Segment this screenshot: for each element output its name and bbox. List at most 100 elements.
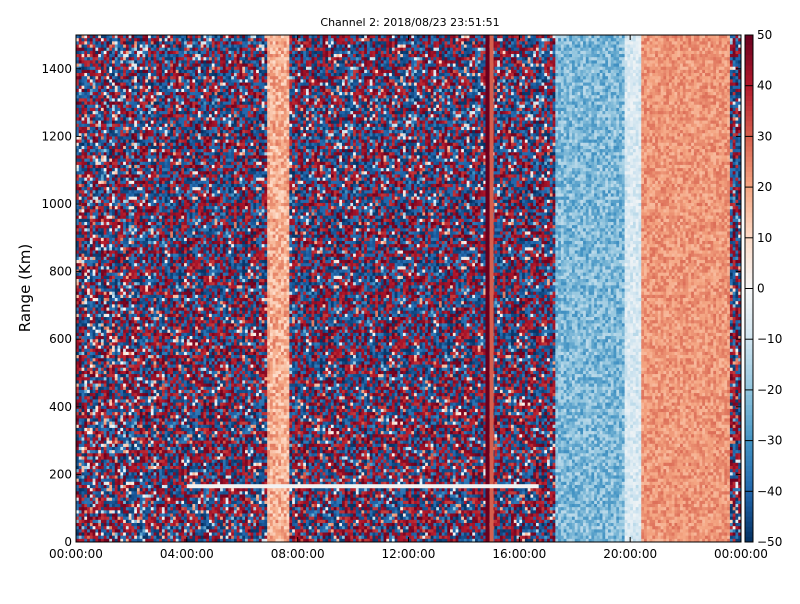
heatmap-cell	[139, 450, 143, 454]
heatmap-cell	[87, 234, 91, 239]
heatmap-cell	[123, 469, 127, 473]
heatmap-cell	[139, 79, 143, 83]
heatmap-cell	[148, 101, 152, 106]
heatmap-cell	[95, 66, 99, 71]
heatmap-cell	[136, 240, 141, 245]
heatmap-cell	[84, 35, 88, 39]
heatmap-cell	[117, 332, 121, 337]
heatmap-cell	[136, 253, 141, 258]
heatmap-cell	[145, 231, 149, 236]
heatmap-cell	[136, 412, 141, 416]
heatmap-cell	[123, 478, 127, 483]
heatmap-cell	[106, 497, 110, 502]
heatmap-cell	[87, 206, 91, 210]
heatmap-cell	[120, 475, 124, 480]
heatmap-cell	[81, 421, 85, 426]
heatmap-cell	[148, 367, 152, 372]
heatmap-cell	[81, 168, 85, 172]
heatmap-cell	[159, 497, 163, 502]
heatmap-cell	[142, 418, 146, 422]
heatmap-cell	[136, 320, 141, 324]
heatmap-cell	[153, 370, 157, 375]
heatmap-cell	[148, 44, 152, 49]
heatmap-cell	[89, 247, 94, 251]
heatmap-cell	[139, 380, 143, 384]
heatmap-cell	[95, 107, 99, 112]
heatmap-cell	[98, 402, 102, 407]
heatmap-cell	[150, 202, 154, 207]
heatmap-cell	[87, 266, 91, 270]
heatmap-cell	[136, 326, 141, 331]
heatmap-cell	[87, 288, 91, 293]
heatmap-cell	[114, 494, 118, 499]
heatmap-cell	[136, 380, 141, 384]
heatmap-cell	[148, 158, 152, 163]
heatmap-cell	[109, 38, 113, 42]
heatmap-cell	[117, 298, 121, 302]
heatmap-cell	[84, 370, 88, 375]
heatmap-cell	[95, 171, 99, 175]
heatmap-cell	[120, 231, 124, 236]
heatmap-cell	[156, 389, 160, 394]
heatmap-cell	[84, 535, 88, 540]
heatmap-cell	[114, 231, 118, 236]
heatmap-cell	[125, 336, 130, 340]
heatmap-cell	[150, 522, 154, 527]
heatmap-cell	[134, 215, 138, 220]
heatmap-cell	[148, 446, 152, 451]
heatmap-cell	[150, 402, 154, 407]
heatmap-cell	[109, 69, 113, 74]
heatmap-cell	[131, 240, 135, 245]
heatmap-cell	[92, 256, 96, 261]
heatmap-cell	[159, 152, 163, 156]
heatmap-cell	[98, 484, 102, 489]
heatmap-cell	[120, 516, 124, 521]
heatmap-cell	[100, 225, 105, 229]
heatmap-cell	[89, 532, 94, 537]
heatmap-cell	[114, 526, 118, 530]
heatmap-cell	[153, 152, 157, 156]
heatmap-cell	[131, 259, 135, 264]
heatmap-cell	[78, 412, 82, 416]
heatmap-cell	[125, 256, 130, 261]
heatmap-cell	[128, 355, 132, 359]
heatmap-cell	[136, 171, 141, 175]
heatmap-cell	[150, 383, 154, 388]
heatmap-cell	[114, 415, 118, 419]
heatmap-cell	[156, 484, 160, 489]
heatmap-cell	[150, 136, 154, 140]
heatmap-cell	[145, 386, 149, 391]
heatmap-cell	[148, 139, 152, 144]
heatmap-cell	[159, 180, 163, 185]
heatmap-cell	[109, 494, 113, 499]
heatmap-cell	[125, 462, 130, 467]
heatmap-cell	[134, 123, 138, 128]
heatmap-cell	[123, 377, 127, 381]
heatmap-cell	[125, 209, 130, 213]
heatmap-cell	[156, 367, 160, 372]
heatmap-cell	[156, 370, 160, 375]
heatmap-cell	[103, 374, 107, 378]
heatmap-cell	[81, 301, 85, 305]
heatmap-cell	[81, 126, 85, 131]
heatmap-cell	[125, 301, 130, 305]
heatmap-cell	[98, 272, 102, 277]
heatmap-cell	[148, 358, 152, 362]
heatmap-cell	[156, 256, 160, 261]
heatmap-cell	[76, 307, 80, 312]
heatmap-cell	[161, 35, 166, 39]
heatmap-cell	[84, 389, 88, 394]
heatmap-cell	[87, 377, 91, 381]
heatmap-cell	[156, 123, 160, 128]
heatmap-cell	[92, 117, 96, 121]
heatmap-cell	[117, 139, 121, 144]
heatmap-cell	[139, 415, 143, 419]
heatmap-cell	[153, 35, 157, 39]
heatmap-cell	[100, 73, 105, 77]
heatmap-cell	[159, 329, 163, 334]
heatmap-cell	[109, 488, 113, 492]
heatmap-cell	[120, 272, 124, 277]
heatmap-cell	[81, 76, 85, 80]
heatmap-cell	[156, 443, 160, 448]
heatmap-cell	[153, 538, 157, 543]
